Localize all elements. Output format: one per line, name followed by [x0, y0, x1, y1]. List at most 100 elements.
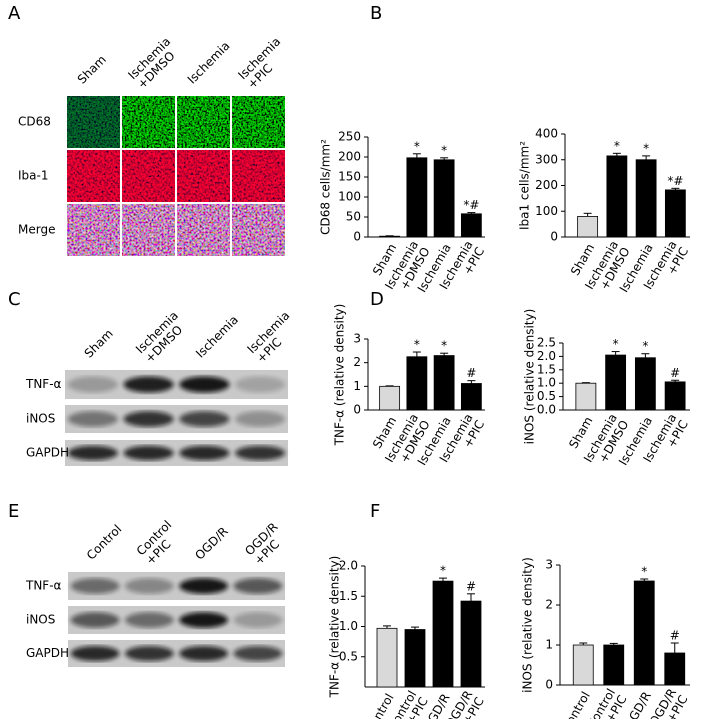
- y-axis-title: Iba1 cells/mm²: [518, 141, 532, 230]
- blot-band: [235, 376, 286, 393]
- y-tick-label: 2.0: [537, 349, 556, 363]
- x-tick-label: Control+PIC: [584, 686, 629, 719]
- bar: [433, 355, 455, 411]
- lane-label: Ischemia+PIC: [244, 308, 301, 365]
- y-axis-title: TNF-α (relative density): [328, 556, 342, 699]
- bar: [406, 157, 428, 238]
- column-label: Sham: [75, 52, 109, 86]
- significance-marker: *: [414, 338, 420, 352]
- lane-label: Ischemia: [193, 313, 241, 361]
- blot-band: [70, 578, 120, 594]
- y-tick-label: 200: [338, 150, 361, 164]
- significance-marker: *: [441, 339, 447, 353]
- blot-band: [179, 376, 230, 393]
- blot-band: [70, 645, 120, 662]
- lane-label: Control+PIC: [133, 517, 183, 567]
- bar: [577, 215, 599, 238]
- y-tick-label: 2.5: [537, 336, 556, 350]
- bar: [406, 356, 428, 411]
- band-label: TNF-α: [25, 579, 62, 593]
- band-label: TNF-α: [25, 377, 62, 391]
- significance-marker: #: [670, 629, 680, 643]
- panel-label: D: [370, 289, 384, 310]
- micrograph: [232, 150, 285, 202]
- lane-label: Control: [84, 522, 125, 563]
- micrograph: [177, 204, 230, 256]
- blot-band: [179, 445, 230, 461]
- micrograph: [122, 96, 175, 148]
- bar: [606, 155, 628, 238]
- significance-marker: *: [641, 565, 647, 579]
- row-label: Merge: [18, 223, 55, 237]
- y-tick-label: 0: [353, 403, 361, 417]
- blot-band: [233, 645, 283, 662]
- bar: [460, 213, 482, 238]
- blot-band: [235, 411, 286, 427]
- panel-label: E: [8, 501, 19, 522]
- blot-band: [67, 445, 118, 461]
- y-tick-label: 3: [545, 558, 553, 572]
- y-tick-label: 3: [353, 332, 361, 346]
- blot-band: [179, 612, 229, 628]
- micrograph-grid: [67, 96, 285, 256]
- y-tick-label: 1.5: [537, 362, 556, 376]
- row-label: CD68: [18, 115, 51, 129]
- bar: [379, 235, 401, 238]
- panel-label: A: [8, 3, 21, 24]
- lane-label: OGD/R: [192, 524, 230, 562]
- blot-band: [179, 578, 229, 594]
- y-tick-label: 0: [353, 230, 361, 244]
- bar: [664, 189, 686, 238]
- significance-marker: *: [441, 143, 447, 157]
- y-axis-title: iNOS (relative density): [523, 309, 537, 445]
- y-tick-label: 1: [353, 379, 361, 393]
- y-tick-label: 0: [550, 230, 558, 244]
- significance-marker: *: [440, 564, 446, 578]
- significance-marker: #: [466, 579, 476, 593]
- blot-band: [124, 645, 174, 662]
- y-tick-label: 1.0: [537, 376, 556, 390]
- bar: [432, 580, 454, 688]
- significance-marker: *: [614, 139, 620, 153]
- significance-marker: *: [613, 337, 619, 351]
- significance-marker: *#: [463, 198, 479, 212]
- bar: [572, 644, 594, 686]
- blot-band: [70, 612, 120, 628]
- bar: [635, 159, 657, 238]
- bar: [404, 629, 426, 688]
- significance-marker: *: [642, 339, 648, 353]
- micrograph: [67, 150, 120, 202]
- y-axis-title: iNOS (relative density): [521, 557, 535, 693]
- y-tick-label: 2.0: [339, 559, 358, 573]
- y-tick-label: 0: [545, 678, 553, 692]
- bar: [633, 580, 655, 686]
- y-tick-label: 1.0: [339, 619, 358, 633]
- y-tick-label: 100: [535, 204, 558, 218]
- micrograph: [177, 150, 230, 202]
- blot-band: [124, 612, 174, 628]
- bar: [664, 381, 686, 411]
- y-axis-title: TNF-α (relative density): [333, 304, 347, 447]
- significance-marker: *#: [667, 174, 683, 188]
- significance-marker: *: [414, 139, 420, 153]
- y-tick-label: 100: [338, 190, 361, 204]
- micrograph: [177, 96, 230, 148]
- y-axis-title: CD68 cells/mm²: [319, 139, 333, 235]
- bar: [460, 600, 482, 688]
- blot-band: [123, 376, 174, 393]
- significance-marker: #: [670, 366, 680, 380]
- column-label: Ischemia+DMSO: [125, 34, 182, 91]
- bar: [664, 652, 686, 686]
- band-label: GAPDH: [26, 646, 69, 660]
- blot-band: [67, 411, 118, 427]
- band-label: GAPDH: [26, 446, 69, 460]
- y-tick-label: 0.0: [537, 403, 556, 417]
- micrograph: [67, 204, 120, 256]
- significance-marker: #: [466, 366, 476, 380]
- panel-label: F: [370, 501, 380, 522]
- y-tick-label: 250: [338, 130, 361, 144]
- lane-label: OGD/R+PIC: [242, 519, 290, 567]
- y-tick-label: 1.5: [339, 589, 358, 603]
- band-label: iNOS: [26, 613, 55, 627]
